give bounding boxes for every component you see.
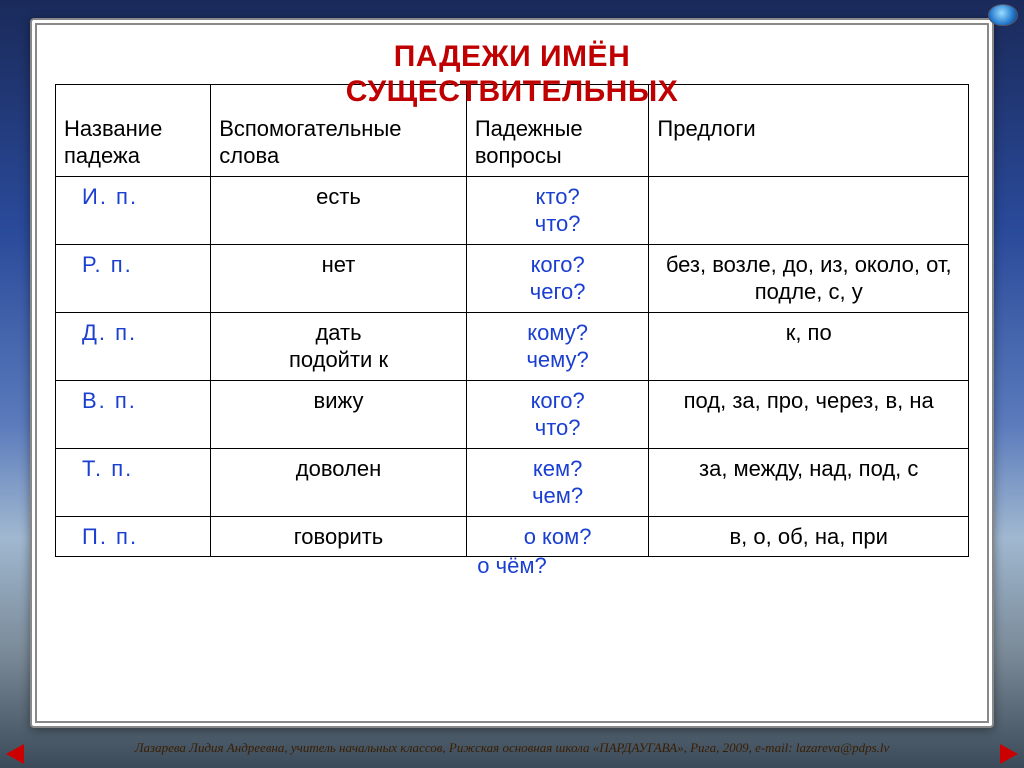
cell-helper: доволен — [211, 448, 467, 516]
cell-case: Т. п. — [56, 448, 211, 516]
table-row: Т. п. доволен кем?чем? за, между, над, п… — [56, 448, 969, 516]
cell-preps — [649, 176, 969, 244]
cell-questions: о ком? — [466, 516, 649, 557]
cell-preps: за, между, над, под, с — [649, 448, 969, 516]
slide-frame: ПАДЕЖИ ИМЁН СУЩЕСТВИТЕЛЬНЫХ Название пад… — [30, 18, 994, 728]
table-row: И. п. есть кто?что? — [56, 176, 969, 244]
cell-helper: есть — [211, 176, 467, 244]
table-row: Д. п. датьподойти к кому?чему? к, по — [56, 312, 969, 380]
title-line-2: СУЩЕСТВИТЕЛЬНЫХ — [346, 75, 678, 108]
cell-preps: в, о, об, на, при — [649, 516, 969, 557]
footer-credit: Лазарева Лидия Андреевна, учитель началь… — [0, 740, 1024, 756]
slide-title: ПАДЕЖИ ИМЁН СУЩЕСТВИТЕЛЬНЫХ — [55, 39, 969, 110]
cell-questions: кого?что? — [466, 380, 649, 448]
cell-preps: под, за, про, через, в, на — [649, 380, 969, 448]
globe-icon — [988, 4, 1018, 26]
cell-helper: вижу — [211, 380, 467, 448]
cases-table: Название падежа Вспомогательные слова Па… — [55, 84, 969, 558]
cell-helper: нет — [211, 244, 467, 312]
next-slide-button[interactable] — [1000, 744, 1018, 764]
cell-case: Д. п. — [56, 312, 211, 380]
table-row: В. п. вижу кого?что? под, за, про, через… — [56, 380, 969, 448]
table-body: И. п. есть кто?что? Р. п. нет кого?чего?… — [56, 176, 969, 557]
table-row: Р. п. нет кого?чего? без, возле, до, из,… — [56, 244, 969, 312]
cell-questions: кого?чего? — [466, 244, 649, 312]
cell-questions: кому?чему? — [466, 312, 649, 380]
cell-preps: к, по — [649, 312, 969, 380]
cell-case: Р. п. — [56, 244, 211, 312]
cell-questions: кем?чем? — [466, 448, 649, 516]
cell-case: П. п. — [56, 516, 211, 557]
cell-preps: без, возле, до, из, около, от, подле, с,… — [649, 244, 969, 312]
title-line-1: ПАДЕЖИ ИМЁН — [394, 40, 631, 73]
cell-helper: говорить — [211, 516, 467, 557]
cell-questions: кто?что? — [466, 176, 649, 244]
table-row: П. п. говорить о ком? в, о, об, на, при — [56, 516, 969, 557]
prev-slide-button[interactable] — [6, 744, 24, 764]
cell-case: В. п. — [56, 380, 211, 448]
cell-helper: датьподойти к — [211, 312, 467, 380]
cell-case: И. п. — [56, 176, 211, 244]
